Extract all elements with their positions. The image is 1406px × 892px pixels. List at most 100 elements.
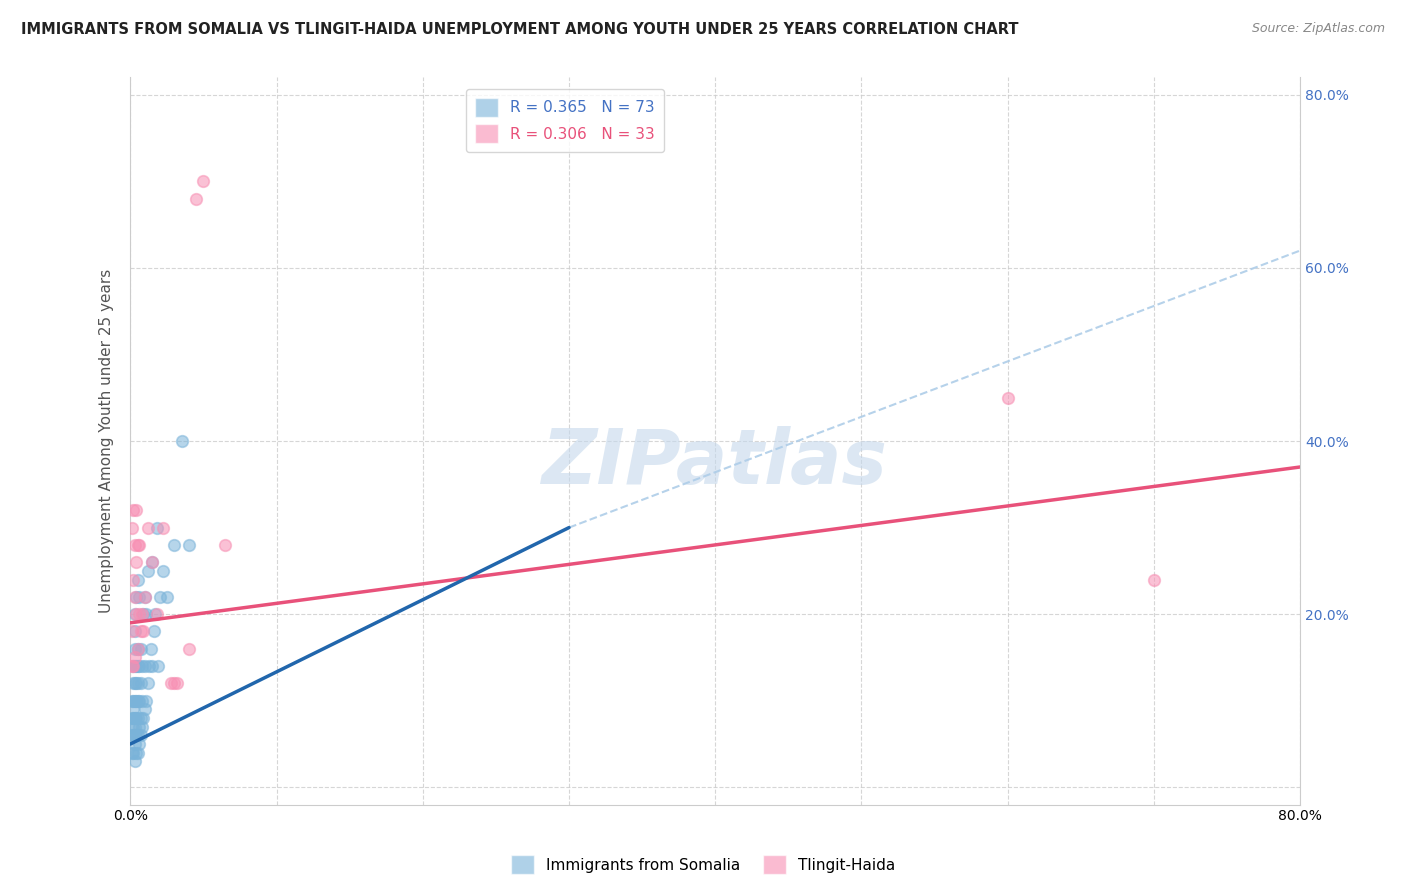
- Point: [122, 503, 145, 517]
- Point: [148, 590, 170, 604]
- Point: [124, 728, 146, 742]
- Point: [121, 520, 143, 534]
- Point: [163, 676, 186, 690]
- Point: [134, 590, 156, 604]
- Point: [122, 676, 145, 690]
- Point: [146, 659, 169, 673]
- Point: [124, 607, 146, 622]
- Point: [141, 659, 163, 673]
- Text: ZIPatlas: ZIPatlas: [543, 425, 889, 500]
- Point: [177, 641, 200, 656]
- Point: [122, 702, 145, 716]
- Point: [125, 607, 148, 622]
- Point: [131, 694, 153, 708]
- Point: [136, 676, 159, 690]
- Point: [156, 590, 179, 604]
- Point: [125, 555, 148, 569]
- Point: [127, 676, 149, 690]
- Point: [139, 641, 162, 656]
- Point: [128, 720, 150, 734]
- Point: [141, 555, 163, 569]
- Point: [145, 520, 167, 534]
- Point: [121, 728, 143, 742]
- Point: [134, 590, 156, 604]
- Point: [127, 711, 149, 725]
- Point: [125, 711, 148, 725]
- Point: [129, 728, 152, 742]
- Point: [135, 694, 157, 708]
- Point: [143, 607, 166, 622]
- Point: [125, 590, 148, 604]
- Point: [152, 520, 174, 534]
- Point: [141, 555, 163, 569]
- Point: [124, 711, 146, 725]
- Point: [127, 728, 149, 742]
- Point: [184, 192, 207, 206]
- Point: [128, 607, 150, 622]
- Point: [128, 737, 150, 751]
- Point: [121, 711, 143, 725]
- Point: [122, 728, 145, 742]
- Point: [129, 641, 152, 656]
- Point: [134, 659, 156, 673]
- Point: [124, 650, 146, 665]
- Point: [997, 391, 1019, 405]
- Point: [166, 676, 188, 690]
- Point: [124, 590, 146, 604]
- Y-axis label: Unemployment Among Youth under 25 years: Unemployment Among Youth under 25 years: [100, 268, 114, 613]
- Point: [122, 746, 145, 760]
- Point: [131, 720, 153, 734]
- Point: [127, 573, 149, 587]
- Point: [152, 564, 174, 578]
- Point: [132, 711, 155, 725]
- Point: [136, 520, 159, 534]
- Point: [122, 573, 145, 587]
- Point: [132, 624, 155, 639]
- Point: [121, 659, 143, 673]
- Point: [193, 174, 215, 188]
- Point: [170, 434, 193, 448]
- Point: [127, 746, 149, 760]
- Point: [127, 659, 149, 673]
- Point: [129, 711, 152, 725]
- Point: [135, 607, 157, 622]
- Point: [1143, 573, 1166, 587]
- Point: [129, 624, 152, 639]
- Point: [122, 659, 145, 673]
- Point: [125, 694, 148, 708]
- Point: [124, 755, 146, 769]
- Legend: Immigrants from Somalia, Tlingit-Haida: Immigrants from Somalia, Tlingit-Haida: [505, 849, 901, 880]
- Point: [127, 641, 149, 656]
- Point: [124, 641, 146, 656]
- Point: [136, 564, 159, 578]
- Point: [124, 659, 146, 673]
- Point: [132, 607, 155, 622]
- Point: [145, 607, 167, 622]
- Text: IMMIGRANTS FROM SOMALIA VS TLINGIT-HAIDA UNEMPLOYMENT AMONG YOUTH UNDER 25 YEARS: IMMIGRANTS FROM SOMALIA VS TLINGIT-HAIDA…: [21, 22, 1018, 37]
- Point: [125, 676, 148, 690]
- Point: [121, 624, 143, 639]
- Point: [142, 624, 165, 639]
- Point: [128, 538, 150, 552]
- Text: Source: ZipAtlas.com: Source: ZipAtlas.com: [1251, 22, 1385, 36]
- Point: [122, 694, 145, 708]
- Point: [124, 720, 146, 734]
- Legend: R = 0.365   N = 73, R = 0.306   N = 33: R = 0.365 N = 73, R = 0.306 N = 33: [465, 88, 664, 152]
- Point: [122, 711, 145, 725]
- Point: [121, 694, 143, 708]
- Point: [127, 694, 149, 708]
- Point: [134, 702, 156, 716]
- Point: [122, 659, 145, 673]
- Point: [124, 676, 146, 690]
- Point: [124, 538, 146, 552]
- Point: [124, 737, 146, 751]
- Point: [128, 694, 150, 708]
- Point: [125, 746, 148, 760]
- Point: [121, 746, 143, 760]
- Point: [124, 624, 146, 639]
- Point: [177, 538, 200, 552]
- Point: [127, 641, 149, 656]
- Point: [125, 503, 148, 517]
- Point: [129, 676, 152, 690]
- Point: [131, 659, 153, 673]
